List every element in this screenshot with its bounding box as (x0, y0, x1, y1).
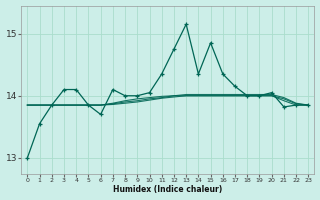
X-axis label: Humidex (Indice chaleur): Humidex (Indice chaleur) (113, 185, 222, 194)
